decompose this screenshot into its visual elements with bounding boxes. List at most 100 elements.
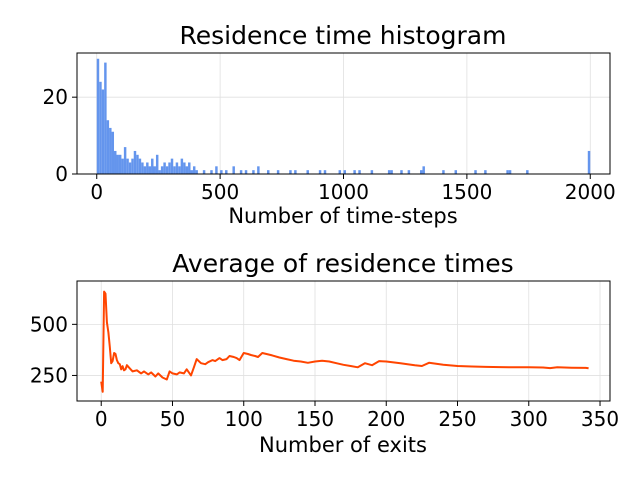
histogram-bar	[442, 170, 445, 174]
histogram-bar	[151, 158, 154, 174]
histogram-bar	[96, 58, 100, 175]
histogram-bar	[239, 170, 243, 174]
histogram-bar	[210, 170, 213, 174]
histogram-x-ticks: 0 500 1000 1500 2000	[90, 174, 616, 204]
histogram-bar	[104, 62, 107, 174]
histogram-bar	[160, 166, 164, 174]
histogram-bar	[244, 170, 248, 174]
x-tick-label: 250	[438, 407, 476, 431]
histogram-bar	[121, 158, 124, 174]
histogram-bar	[407, 170, 411, 174]
histogram-bar	[116, 154, 119, 174]
histogram-bar	[141, 162, 144, 174]
histogram-bar	[232, 166, 235, 174]
histogram-bar	[220, 170, 223, 174]
x-tick-label: 500	[201, 180, 239, 204]
x-tick-label: 50	[160, 407, 185, 431]
histogram-y-ticks: 0 20	[43, 85, 77, 186]
histogram-bar	[168, 162, 171, 174]
histogram-bar	[343, 170, 346, 174]
histogram-bar	[370, 170, 374, 174]
histogram-bar	[146, 162, 149, 174]
histogram-bar	[111, 131, 115, 174]
histogram-bar	[170, 158, 174, 174]
histogram-bar	[163, 162, 166, 174]
x-tick-label: 150	[296, 407, 334, 431]
histogram-bar	[323, 170, 327, 174]
histogram-bar	[148, 166, 152, 174]
histogram-bar	[138, 158, 142, 174]
histogram-bar	[454, 170, 458, 174]
histogram-bar	[484, 170, 487, 174]
x-tick-label: 0	[90, 180, 103, 204]
histogram-bar	[318, 170, 322, 174]
average-x-axis-label: Number of exits	[259, 433, 427, 457]
histogram-bar	[474, 170, 477, 174]
histogram-bar	[192, 166, 196, 174]
histogram-bar	[387, 170, 391, 174]
histogram-bar	[143, 166, 147, 174]
y-tick-label: 500	[30, 312, 68, 336]
histogram-bar	[294, 170, 297, 174]
histogram-bar	[178, 166, 181, 174]
histogram-panel: Residence time histogram 0 500 1000 1500 200…	[43, 21, 616, 228]
x-tick-label: 350	[581, 407, 619, 431]
histogram-bar	[422, 166, 425, 174]
y-tick-label: 20	[43, 85, 68, 109]
histogram-bar	[106, 120, 110, 174]
histogram-bar	[158, 170, 161, 174]
average-title: Average of residence times	[172, 249, 513, 278]
histogram-bar	[180, 158, 184, 174]
histogram-bar	[136, 154, 139, 174]
histogram-bar	[225, 170, 228, 174]
histogram-bar	[101, 89, 105, 174]
histogram-bar	[190, 170, 193, 174]
y-tick-label: 250	[30, 363, 68, 387]
histogram-bar	[400, 170, 403, 174]
histogram-bar	[276, 170, 280, 174]
x-tick-label: 1500	[441, 180, 492, 204]
histogram-bar	[353, 170, 356, 174]
histogram-bar	[118, 154, 122, 174]
histogram-bar	[195, 170, 198, 174]
histogram-bar	[175, 162, 179, 174]
histogram-bar	[306, 170, 309, 174]
x-tick-label: 100	[225, 407, 263, 431]
histogram-bar	[153, 166, 156, 174]
average-grid	[77, 281, 610, 401]
histogram-bar	[133, 150, 137, 174]
average-x-ticks: 0 50 100 150 200 250 300 350	[95, 401, 619, 431]
histogram-bar	[126, 158, 129, 174]
histogram-bar	[390, 170, 393, 174]
histogram-bar	[155, 154, 159, 174]
histogram-bar	[99, 81, 102, 174]
average-y-ticks: 250 500	[30, 312, 77, 387]
histogram-bars	[96, 58, 591, 175]
histogram-bar	[188, 162, 191, 174]
histogram-bar	[267, 170, 270, 174]
histogram-bar	[358, 170, 361, 174]
histogram-bar	[109, 127, 112, 174]
x-tick-label: 0	[95, 407, 108, 431]
histogram-bar	[252, 170, 255, 174]
histogram-bar	[114, 150, 117, 174]
average-frame	[76, 280, 611, 402]
histogram-bar	[165, 166, 169, 174]
histogram-bar	[128, 162, 132, 174]
y-tick-label: 0	[55, 162, 68, 186]
histogram-bar	[185, 166, 189, 174]
histogram-bar	[257, 166, 260, 174]
histogram-bar	[506, 170, 509, 174]
x-tick-label: 2000	[565, 180, 616, 204]
histogram-title: Residence time histogram	[180, 21, 507, 50]
histogram-bar	[338, 170, 342, 174]
x-tick-label: 1000	[318, 180, 369, 204]
histogram-bar	[508, 170, 512, 174]
average-line	[100, 290, 589, 393]
x-tick-label: 200	[367, 407, 405, 431]
histogram-bar	[215, 166, 218, 174]
histogram-x-axis-label: Number of time-steps	[228, 204, 457, 228]
average-panel: Average of residence times 0 50 100 150 200 2…	[30, 249, 619, 457]
histogram-bar	[289, 170, 292, 174]
